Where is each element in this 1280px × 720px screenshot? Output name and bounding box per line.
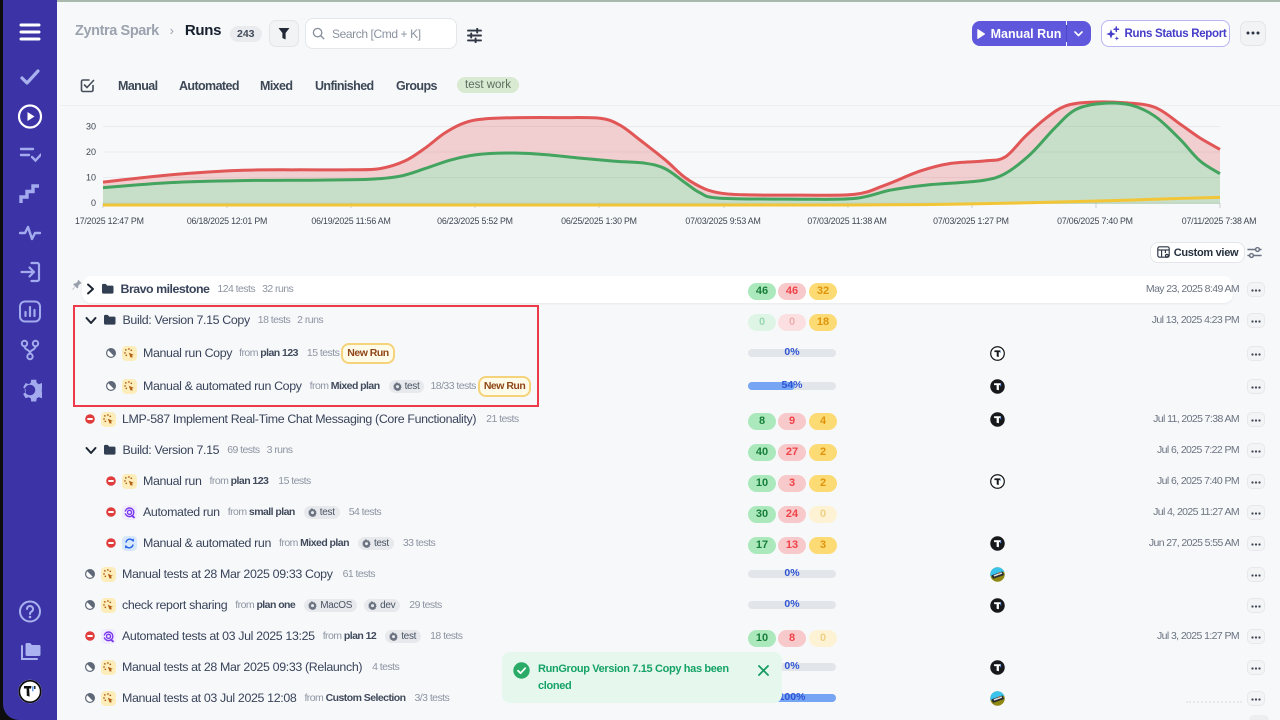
svg-text:07/06/2025 7:40 PM: 07/06/2025 7:40 PM xyxy=(1057,216,1133,226)
svg-text:06/25/2025 1:30 PM: 06/25/2025 1:30 PM xyxy=(561,216,637,226)
svg-text:06/18/2025 12:01 PM: 06/18/2025 12:01 PM xyxy=(187,216,267,226)
svg-text:07/03/2025 9:53 AM: 07/03/2025 9:53 AM xyxy=(685,216,760,226)
svg-text:07/11/2025 7:38 AM: 07/11/2025 7:38 AM xyxy=(1182,216,1257,226)
svg-text:06/23/2025 5:52 PM: 06/23/2025 5:52 PM xyxy=(437,216,513,226)
svg-text:07/03/2025 1:27 PM: 07/03/2025 1:27 PM xyxy=(933,216,1009,226)
svg-text:20: 20 xyxy=(86,147,96,157)
svg-text:06/19/2025 11:56 AM: 06/19/2025 11:56 AM xyxy=(311,216,390,226)
svg-text:07/03/2025 11:38 AM: 07/03/2025 11:38 AM xyxy=(807,216,886,226)
svg-text:10: 10 xyxy=(86,173,96,183)
svg-text:17/2025 12:47 PM: 17/2025 12:47 PM xyxy=(75,216,144,226)
svg-text:0: 0 xyxy=(91,198,96,208)
svg-text:30: 30 xyxy=(86,122,96,132)
